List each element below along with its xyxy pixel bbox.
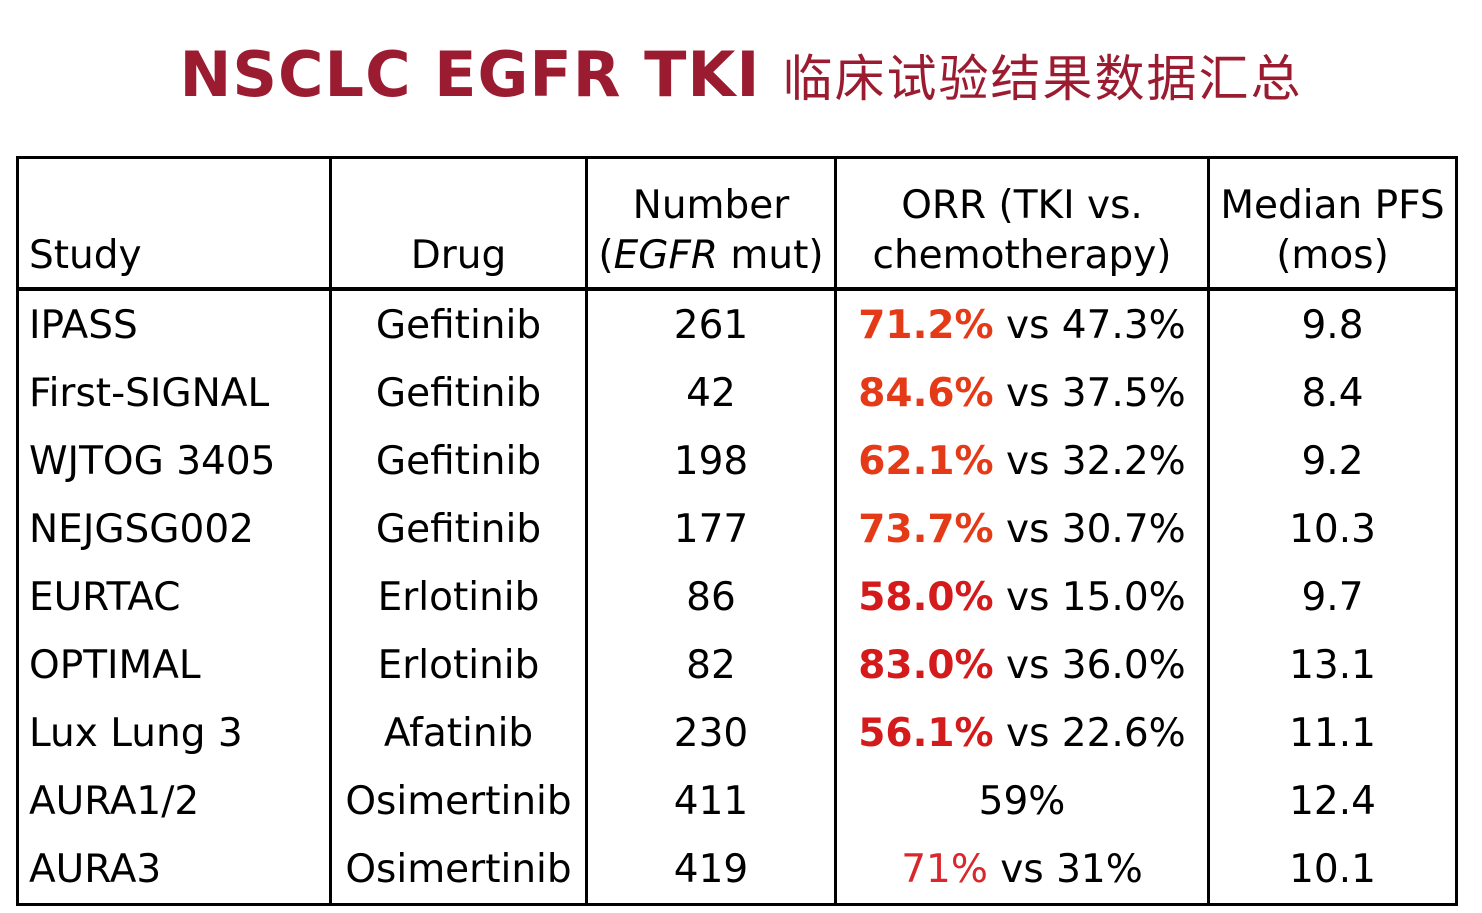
header-pfs-line1: Median PFS: [1220, 183, 1445, 228]
cell-number: 198: [585, 427, 837, 495]
cell-drug: Gefitinib: [329, 359, 588, 427]
cell-orr: 56.1% vs 22.6%: [834, 699, 1210, 767]
cell-study: NEJGSG002: [16, 495, 332, 563]
cell-orr-tki: 83.0%: [858, 642, 994, 688]
cell-pfs: 10.3: [1207, 495, 1458, 563]
cell-orr: 83.0% vs 36.0%: [834, 631, 1210, 699]
cell-orr: 59%: [834, 767, 1210, 835]
cell-orr-tki: 62.1%: [858, 438, 994, 484]
cell-drug: Gefitinib: [329, 495, 588, 563]
title-chinese: 临床试验结果数据汇总: [782, 50, 1303, 108]
cell-orr: 62.1% vs 32.2%: [834, 427, 1210, 495]
table-row: AURA3 Osimertinib 419 71% vs 31% 10.1: [16, 835, 1458, 906]
cell-number: 86: [585, 563, 837, 631]
cell-pfs: 9.2: [1207, 427, 1458, 495]
table-row: NEJGSG002 Gefitinib 177 73.7% vs 30.7% 1…: [16, 495, 1458, 563]
title-english: NSCLC EGFR TKI: [179, 38, 761, 111]
table-row: Lux Lung 3 Afatinib 230 56.1% vs 22.6% 1…: [16, 699, 1458, 767]
table-row: First-SIGNAL Gefitinib 42 84.6% vs 37.5%…: [16, 359, 1458, 427]
cell-study: Lux Lung 3: [16, 699, 332, 767]
results-table: Study Drug Number (EGFR mut) ORR (TKI vs…: [16, 156, 1458, 906]
cell-drug: Erlotinib: [329, 563, 588, 631]
cell-number: 230: [585, 699, 837, 767]
cell-drug: Gefitinib: [329, 289, 588, 359]
cell-study: WJTOG 3405: [16, 427, 332, 495]
cell-pfs: 10.1: [1207, 835, 1458, 906]
header-pfs: Median PFS (mos): [1207, 156, 1458, 291]
cell-orr-chemo: vs 15.0%: [993, 574, 1186, 620]
cell-drug: Erlotinib: [329, 631, 588, 699]
cell-drug: Osimertinib: [329, 767, 588, 835]
cell-orr: 84.6% vs 37.5%: [834, 359, 1210, 427]
cell-drug: Osimertinib: [329, 835, 588, 906]
cell-orr-tki: 71%: [901, 846, 988, 892]
cell-orr-tki: 71.2%: [858, 302, 994, 348]
header-orr: ORR (TKI vs. chemotherapy): [834, 156, 1210, 291]
header-orr-line1: ORR (TKI vs.: [901, 183, 1143, 228]
header-study: Study: [16, 156, 332, 291]
table-row: OPTIMAL Erlotinib 82 83.0% vs 36.0% 13.1: [16, 631, 1458, 699]
cell-study: EURTAC: [16, 563, 332, 631]
cell-pfs: 11.1: [1207, 699, 1458, 767]
cell-pfs: 13.1: [1207, 631, 1458, 699]
cell-study: First-SIGNAL: [16, 359, 332, 427]
cell-orr-chemo: vs 36.0%: [993, 642, 1186, 688]
cell-study: IPASS: [16, 289, 332, 359]
header-number-line1: Number: [632, 183, 790, 228]
header-orr-line2: chemotherapy): [872, 233, 1172, 278]
cell-number: 261: [585, 289, 837, 359]
header-number-open: (: [598, 233, 614, 278]
table-row: EURTAC Erlotinib 86 58.0% vs 15.0% 9.7: [16, 563, 1458, 631]
cell-orr: 73.7% vs 30.7%: [834, 495, 1210, 563]
cell-orr-chemo: vs 37.5%: [993, 370, 1186, 416]
cell-number: 177: [585, 495, 837, 563]
cell-number: 411: [585, 767, 837, 835]
cell-orr: 71.2% vs 47.3%: [834, 289, 1210, 359]
header-row: Study Drug Number (EGFR mut) ORR (TKI vs…: [16, 156, 1458, 291]
header-number: Number (EGFR mut): [585, 156, 837, 291]
cell-number: 42: [585, 359, 837, 427]
table-row: IPASS Gefitinib 261 71.2% vs 47.3% 9.8: [16, 289, 1458, 359]
table-row: AURA1/2 Osimertinib 411 59% 12.4: [16, 767, 1458, 835]
cell-pfs: 12.4: [1207, 767, 1458, 835]
cell-pfs: 8.4: [1207, 359, 1458, 427]
cell-pfs: 9.8: [1207, 289, 1458, 359]
cell-orr-tki: 84.6%: [858, 370, 994, 416]
cell-orr-chemo: vs 31%: [987, 846, 1143, 892]
header-pfs-line2: (mos): [1276, 233, 1389, 278]
header-number-egfr: EGFR: [613, 233, 718, 278]
header-drug: Drug: [329, 156, 588, 291]
cell-orr: 58.0% vs 15.0%: [834, 563, 1210, 631]
cell-drug: Gefitinib: [329, 427, 588, 495]
cell-orr-chemo: 59%: [978, 778, 1066, 824]
cell-orr-chemo: vs 30.7%: [993, 506, 1186, 552]
cell-drug: Afatinib: [329, 699, 588, 767]
cell-number: 419: [585, 835, 837, 906]
cell-orr: 71% vs 31%: [834, 835, 1210, 906]
page-title: NSCLC EGFR TKI 临床试验结果数据汇总: [0, 38, 1482, 111]
cell-study: AURA1/2: [16, 767, 332, 835]
cell-pfs: 9.7: [1207, 563, 1458, 631]
cell-orr-chemo: vs 22.6%: [993, 710, 1186, 756]
cell-orr-tki: 56.1%: [858, 710, 994, 756]
cell-orr-chemo: vs 32.2%: [993, 438, 1186, 484]
cell-orr-tki: 73.7%: [858, 506, 994, 552]
cell-number: 82: [585, 631, 837, 699]
table-row: WJTOG 3405 Gefitinib 198 62.1% vs 32.2% …: [16, 427, 1458, 495]
cell-orr-chemo: vs 47.3%: [993, 302, 1186, 348]
cell-orr-tki: 58.0%: [858, 574, 994, 620]
header-number-rest: mut): [718, 233, 824, 278]
cell-study: OPTIMAL: [16, 631, 332, 699]
cell-study: AURA3: [16, 835, 332, 906]
